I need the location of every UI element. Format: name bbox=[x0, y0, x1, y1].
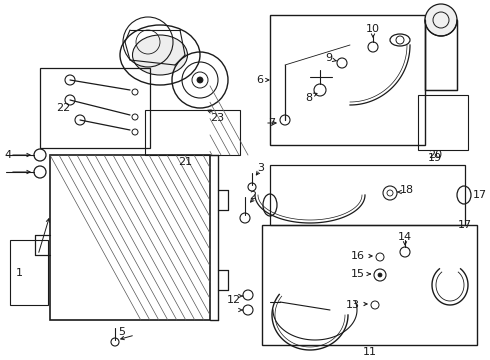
Text: 12: 12 bbox=[227, 295, 241, 305]
Text: 21: 21 bbox=[178, 157, 192, 167]
Text: 10: 10 bbox=[366, 24, 380, 34]
Text: 11: 11 bbox=[363, 347, 377, 357]
Text: 20: 20 bbox=[428, 150, 442, 160]
Text: 17: 17 bbox=[473, 190, 487, 200]
Text: 1: 1 bbox=[16, 268, 23, 278]
Text: 5: 5 bbox=[118, 327, 125, 337]
Bar bbox=[270, 165, 465, 225]
Bar bbox=[418, 95, 468, 150]
Text: 4: 4 bbox=[4, 150, 11, 160]
Bar bbox=[262, 225, 477, 345]
Text: 23: 23 bbox=[210, 113, 224, 123]
Text: 16: 16 bbox=[351, 251, 365, 261]
Text: 17: 17 bbox=[458, 220, 472, 230]
Text: 14: 14 bbox=[398, 232, 412, 242]
Text: 15: 15 bbox=[351, 269, 365, 279]
Bar bbox=[40, 68, 150, 148]
Circle shape bbox=[197, 77, 203, 83]
Text: 22: 22 bbox=[56, 103, 70, 113]
Text: 8: 8 bbox=[305, 93, 312, 103]
Text: 18: 18 bbox=[400, 185, 414, 195]
Circle shape bbox=[378, 273, 382, 277]
Text: 19: 19 bbox=[428, 153, 442, 163]
Text: 7: 7 bbox=[268, 118, 275, 128]
Text: 9: 9 bbox=[325, 53, 332, 63]
Ellipse shape bbox=[132, 35, 188, 75]
Text: 13: 13 bbox=[346, 300, 360, 310]
Text: 3: 3 bbox=[257, 163, 264, 173]
Bar bbox=[270, 15, 425, 145]
Bar bbox=[50, 155, 210, 320]
Bar bbox=[425, 20, 457, 90]
Bar bbox=[10, 240, 48, 305]
Text: 6: 6 bbox=[256, 75, 263, 85]
Circle shape bbox=[425, 4, 457, 36]
Bar bbox=[145, 110, 240, 155]
Text: 2: 2 bbox=[249, 191, 256, 201]
